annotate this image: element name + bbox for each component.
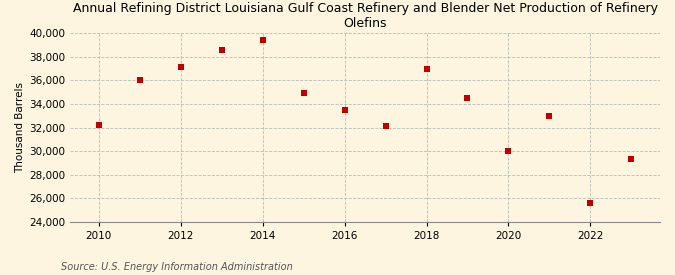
Point xyxy=(134,78,145,82)
Point xyxy=(340,108,350,112)
Point xyxy=(626,157,637,161)
Point xyxy=(462,96,473,100)
Title: Annual Refining District Louisiana Gulf Coast Refinery and Blender Net Productio: Annual Refining District Louisiana Gulf … xyxy=(73,2,657,30)
Text: Source: U.S. Energy Information Administration: Source: U.S. Energy Information Administ… xyxy=(61,262,292,272)
Point xyxy=(380,124,391,128)
Point xyxy=(503,149,514,153)
Point xyxy=(544,114,555,118)
Y-axis label: Thousand Barrels: Thousand Barrels xyxy=(15,82,25,173)
Point xyxy=(421,67,432,71)
Point xyxy=(257,38,268,43)
Point xyxy=(585,201,596,205)
Point xyxy=(176,65,186,70)
Point xyxy=(93,123,104,127)
Point xyxy=(216,48,227,52)
Point xyxy=(298,91,309,96)
